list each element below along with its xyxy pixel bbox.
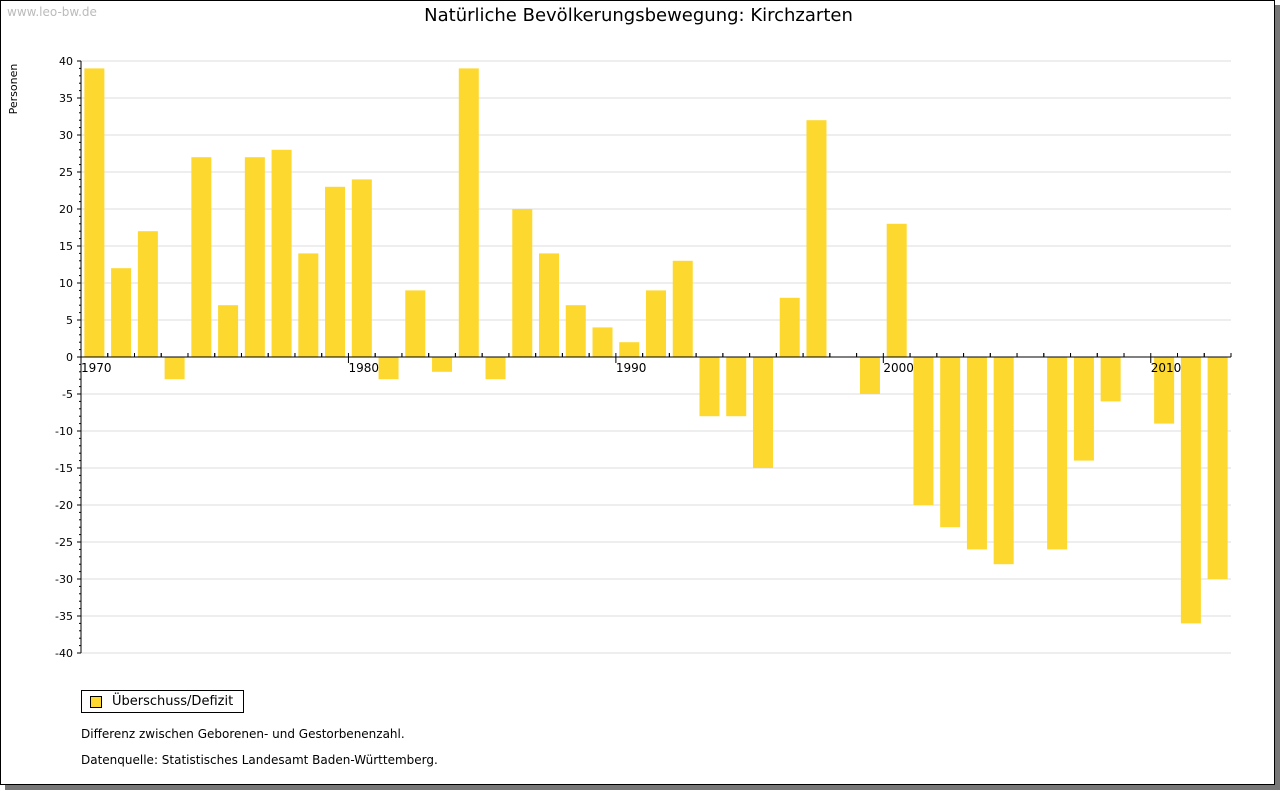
y-tick-label: -15 bbox=[55, 462, 73, 475]
bar-1985 bbox=[485, 357, 506, 380]
y-tick-label: -5 bbox=[62, 388, 73, 401]
y-tick-label: 35 bbox=[59, 92, 73, 105]
bar-1994 bbox=[726, 357, 747, 417]
bar-2012 bbox=[1207, 357, 1228, 579]
bar-2006 bbox=[1047, 357, 1068, 550]
bar-1990 bbox=[619, 342, 640, 357]
legend-label: Überschuss/Defizit bbox=[112, 694, 234, 709]
bar-2007 bbox=[1073, 357, 1094, 461]
bar-2010 bbox=[1154, 357, 1175, 424]
bar-2000 bbox=[886, 223, 907, 357]
bar-2003 bbox=[966, 357, 987, 550]
bar-1977 bbox=[271, 149, 292, 357]
bar-1970 bbox=[84, 68, 105, 358]
bar-1979 bbox=[325, 186, 346, 357]
x-tick-label: 1980 bbox=[348, 361, 379, 375]
y-tick-label: 10 bbox=[59, 277, 73, 290]
bar-1996 bbox=[779, 297, 800, 357]
chart-title: Natürliche Bevölkerungsbewegung: Kirchza… bbox=[424, 5, 853, 26]
chart-description: Differenz zwischen Geborenen- und Gestor… bbox=[81, 727, 405, 741]
y-axis-label: Personen bbox=[7, 64, 20, 115]
bar-1973 bbox=[164, 357, 185, 380]
y-tick-label: 0 bbox=[66, 351, 73, 364]
bar-2008 bbox=[1100, 357, 1121, 402]
bar-1971 bbox=[111, 268, 132, 357]
bar-1981 bbox=[378, 357, 399, 380]
bar-2011 bbox=[1180, 357, 1201, 624]
y-tick-label: -20 bbox=[55, 499, 73, 512]
bar-1997 bbox=[806, 120, 827, 357]
y-tick-label: 15 bbox=[59, 240, 73, 253]
bar-1984 bbox=[458, 68, 479, 358]
watermark: www.leo-bw.de bbox=[7, 5, 97, 19]
bar-1976 bbox=[244, 157, 265, 357]
bar-1987 bbox=[539, 253, 560, 357]
y-tick-label: -25 bbox=[55, 536, 73, 549]
y-tick-label: -40 bbox=[55, 647, 73, 660]
bar-1995 bbox=[752, 357, 773, 468]
x-tick-label: 1990 bbox=[616, 361, 647, 375]
bar-2001 bbox=[913, 357, 934, 505]
bar-1993 bbox=[699, 357, 720, 417]
bar-1992 bbox=[672, 260, 693, 357]
y-tick-label: -10 bbox=[55, 425, 73, 438]
bar-1991 bbox=[646, 290, 666, 357]
bar-2002 bbox=[940, 357, 961, 528]
legend: Überschuss/Defizit bbox=[81, 690, 245, 713]
legend-swatch bbox=[90, 695, 102, 708]
bar-1980 bbox=[351, 179, 372, 357]
x-tick-label: 2000 bbox=[883, 361, 914, 375]
bar-1978 bbox=[298, 253, 319, 357]
x-tick-label: 2010 bbox=[1151, 361, 1182, 375]
bar-1974 bbox=[191, 157, 212, 357]
bar-chart: 40 35 30 25 20 15 10 5 0 -5 -10 -15 -20 -25 -30 -35 -40 P… bbox=[7, 55, 1232, 660]
y-tick-label: 40 bbox=[59, 55, 73, 68]
y-tick-label: 5 bbox=[66, 314, 73, 327]
bar-1999 bbox=[859, 357, 880, 394]
bar-1988 bbox=[565, 305, 586, 357]
bar-1989 bbox=[592, 327, 613, 357]
data-source: Datenquelle: Statistisches Landesamt Bad… bbox=[81, 753, 438, 767]
y-tick-label: 30 bbox=[59, 129, 73, 142]
bar-1972 bbox=[137, 231, 158, 357]
y-tick-label: 20 bbox=[59, 203, 73, 216]
y-tick-label: -35 bbox=[55, 610, 73, 623]
y-tick-label: 25 bbox=[59, 166, 73, 179]
bar-1982 bbox=[405, 290, 426, 357]
bar-1983 bbox=[432, 357, 453, 372]
bar-2004 bbox=[993, 357, 1014, 565]
x-tick-label: 1970 bbox=[81, 361, 112, 375]
bar-1975 bbox=[218, 305, 239, 357]
y-tick-label: -30 bbox=[55, 573, 73, 586]
bar-1986 bbox=[512, 209, 533, 357]
